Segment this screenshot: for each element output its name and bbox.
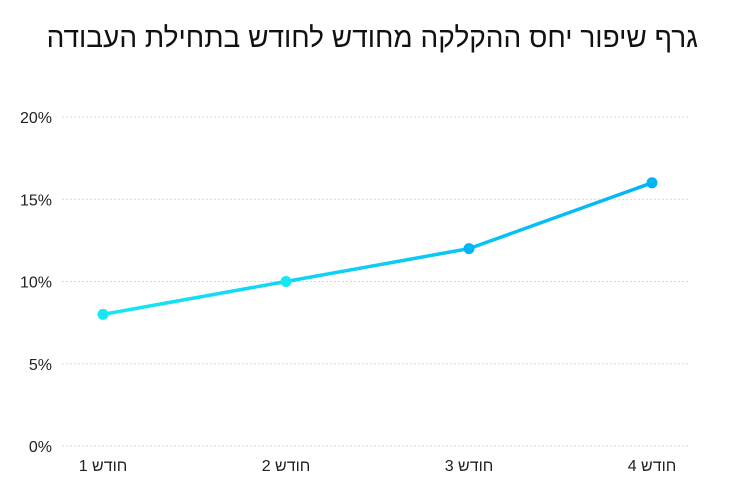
x-tick-label: חודש 1 xyxy=(79,458,128,475)
x-tick-label: חודש 2 xyxy=(262,458,311,475)
y-tick-label: 15% xyxy=(20,192,52,209)
y-axis-tick-labels: 0% 5% 10% 15% 20% xyxy=(20,110,52,456)
grid-lines xyxy=(62,116,690,447)
data-points xyxy=(97,177,658,320)
x-tick-label: חודש 4 xyxy=(628,458,677,475)
y-tick-label: 5% xyxy=(29,357,52,374)
y-tick-label: 10% xyxy=(20,275,52,292)
chart-title: גרף שיפור יחס ההקלקה מחודש לחודש בתחילת … xyxy=(46,22,698,53)
series-layer xyxy=(101,181,654,317)
y-tick-label: 0% xyxy=(29,439,52,456)
data-point xyxy=(280,276,292,287)
x-axis-tick-labels: חודש 1 חודש 2 חודש 3 חודש 4 xyxy=(79,458,677,475)
series-line xyxy=(101,181,654,317)
x-tick-label: חודש 3 xyxy=(445,458,494,475)
data-point xyxy=(97,308,109,320)
y-tick-label: 20% xyxy=(20,110,52,127)
data-point xyxy=(646,177,658,189)
data-point xyxy=(463,243,475,255)
